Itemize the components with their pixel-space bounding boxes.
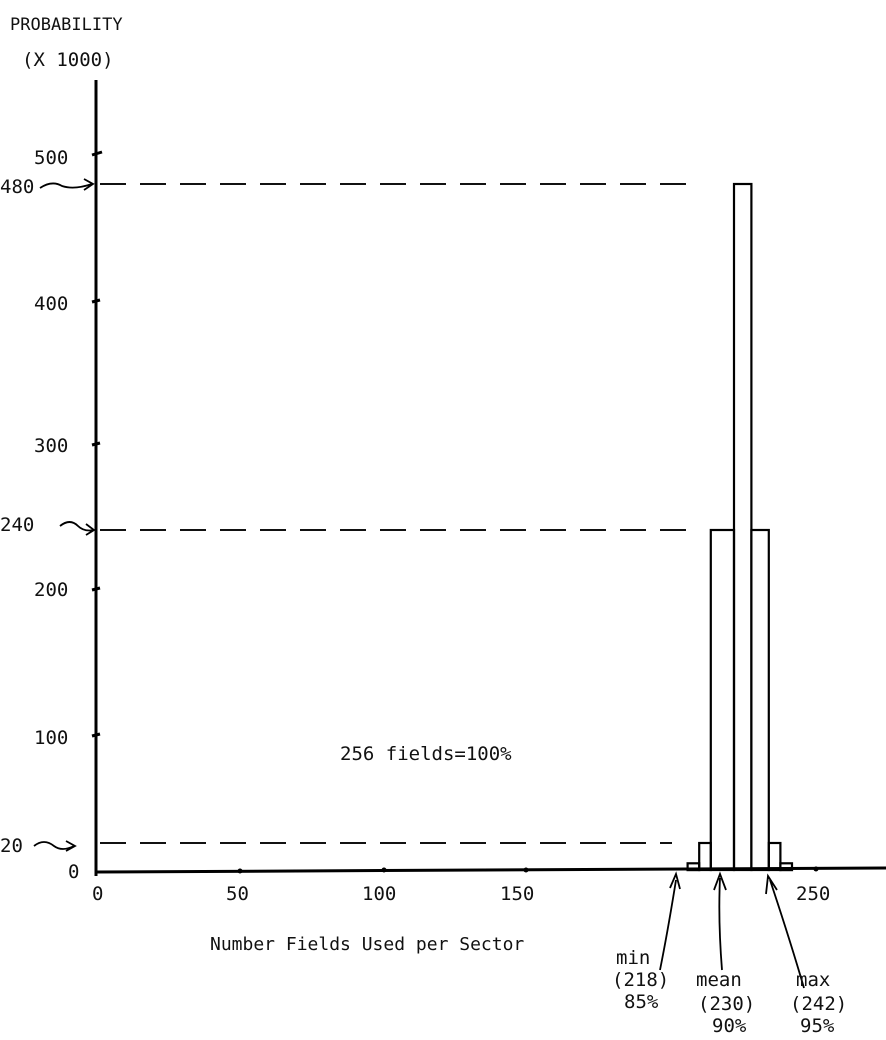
y-tick-mark-300 (91, 441, 101, 447)
histogram-bar-1 (698, 841, 712, 872)
level-label-20: 20 (0, 835, 23, 857)
x-tick-mark-250 (813, 866, 819, 872)
min-label: min (616, 947, 650, 969)
max-percent: 95% (800, 1015, 835, 1037)
histogram-bar-2 (709, 528, 736, 872)
y-tick-400: 400 (34, 293, 68, 315)
y-tick-mark-100 (91, 732, 101, 738)
x-tick-150: 150 (500, 883, 534, 905)
histogram-bars (686, 182, 794, 872)
y-axis-title-line2: (X 1000) (22, 49, 114, 71)
histogram-bar-0 (686, 862, 701, 872)
y-tick-500: 500 (34, 147, 68, 169)
y-tick-300: 300 (34, 435, 68, 457)
histogram-bar-6 (779, 862, 794, 872)
y-tick-200: 200 (34, 579, 68, 601)
mean-label: mean (696, 969, 742, 991)
x-axis-line (95, 866, 886, 874)
x-tick-mark-100 (381, 867, 387, 873)
x-tick-100: 100 (362, 883, 396, 905)
histogram-bar-4 (750, 528, 770, 872)
level-label-240: 240 (0, 514, 34, 536)
x-tick-mark-50 (237, 868, 243, 874)
x-tick-250: 250 (796, 883, 830, 905)
max-arrow (765, 873, 805, 989)
chart-note: 256 fields=100% (340, 743, 512, 765)
max-label: max (796, 969, 830, 991)
level-arrow-480 (39, 178, 95, 191)
y-axis-title-line1: PROBABILITY (10, 15, 123, 35)
y-tick-0: 0 (68, 861, 79, 883)
min-value: (218) (612, 969, 669, 991)
max-value: (242) (790, 993, 847, 1015)
level-arrow-20 (33, 840, 77, 852)
level-arrow-240 (59, 521, 96, 536)
histogram-bar-3 (732, 182, 753, 872)
x-axis-title: Number Fields Used per Sector (210, 934, 524, 955)
x-tick-0: 0 (92, 883, 103, 905)
y-tick-100: 100 (34, 727, 68, 749)
level-label-480: 480 (0, 176, 34, 198)
y-tick-mark-400 (91, 298, 101, 304)
x-tick-50: 50 (226, 883, 249, 905)
y-tick-mark-500 (91, 150, 103, 157)
min-arrow (659, 871, 681, 971)
min-percent: 85% (624, 991, 659, 1013)
histogram-bar-5 (767, 841, 782, 872)
y-tick-mark-200 (91, 586, 101, 592)
mean-arrow (713, 871, 727, 971)
mean-percent: 90% (712, 1015, 747, 1037)
mean-value: (230) (698, 993, 755, 1015)
x-tick-mark-150 (523, 867, 529, 873)
